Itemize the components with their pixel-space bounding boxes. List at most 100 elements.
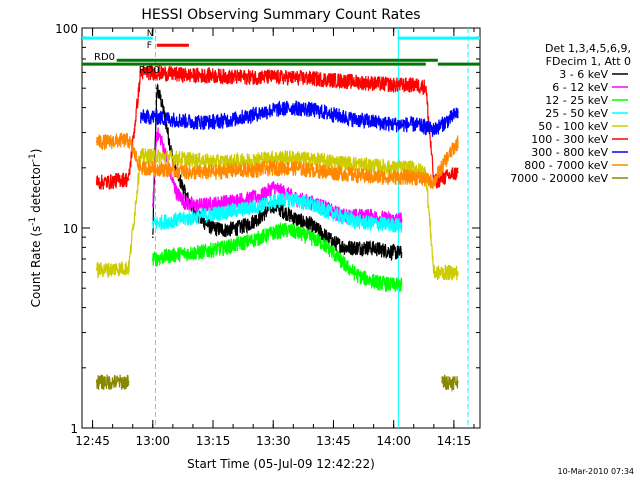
data-point [356,220,359,223]
data-point [400,218,403,221]
data-point [212,203,214,205]
data-point [119,139,122,141]
series-800-7000-keV [95,132,459,190]
data-point [352,118,355,120]
data-point [156,131,158,134]
data-point [248,207,250,209]
data-point [412,83,415,86]
data-point [332,113,335,116]
data-point [107,268,110,271]
data-point [344,264,347,267]
data-point [400,252,403,254]
data-point [212,227,214,229]
data-point [151,258,154,260]
data-point [160,98,162,101]
data-point [232,160,234,163]
footer-timestamp: 10-Mar-2010 07:34 [558,467,635,476]
data-point [296,199,299,201]
data-point [433,128,435,131]
data-point [425,178,427,181]
data-point [160,137,162,140]
data-point [107,181,110,183]
data-point [308,222,311,225]
data-point [156,87,158,90]
series-300-800-keV [139,100,459,137]
x-tick-label: 13:45 [316,434,351,448]
data-point [457,271,459,274]
rd0-label: RD0 [94,52,115,63]
data-point [400,224,403,227]
legend-label: 12 - 25 keV [545,94,608,107]
data-point [433,181,435,183]
data-point [139,115,142,118]
data-point [433,271,435,274]
data-point [192,120,194,123]
y-tick-label: 1 [70,422,78,436]
data-point [248,197,250,200]
data-point [457,381,459,383]
data-point [344,217,347,219]
data-point [308,236,311,238]
x-tick-label: 13:00 [135,434,170,448]
data-point [172,156,174,159]
data-point [449,381,451,383]
data-point [332,79,335,81]
data-point [445,176,447,178]
data-point [164,255,166,258]
data-point [260,236,262,238]
data-point [95,181,98,183]
x-axis-label: Start Time (05-Jul-09 12:42:22) [187,457,375,471]
data-point [127,178,130,181]
y-tick-label: 100 [55,22,78,36]
data-point [356,246,359,249]
data-point [212,74,214,77]
data-point [380,222,383,225]
data-point [344,246,347,249]
data-point [127,267,130,269]
series-line [152,221,403,293]
data-point [356,274,359,277]
data-point [119,381,122,383]
data-point [368,246,371,249]
data-point [232,169,234,171]
data-point [332,212,335,215]
data-point [457,171,459,174]
data-point [176,191,178,194]
data-point [457,140,459,143]
data-point [380,248,383,251]
data-point [372,120,375,123]
n-label: N [147,29,154,39]
data-point [412,123,415,126]
series-line [140,100,459,137]
data-point [368,279,371,281]
data-point [252,113,254,116]
data-point [232,118,234,120]
data-point [312,169,315,171]
chart-title: HESSI Observing Summary Count Rates [141,7,420,23]
data-point [236,199,238,201]
data-point [95,268,98,271]
data-point [252,158,254,161]
data-point [272,108,275,111]
data-point [412,166,415,169]
data-point [284,228,287,231]
data-point [445,158,447,161]
x-tick-label: 12:45 [75,434,110,448]
data-point [272,76,275,78]
data-point [192,204,194,207]
data-point [172,181,174,183]
data-point [168,137,170,140]
data-point [95,381,98,383]
data-point [248,240,250,242]
data-point [400,283,403,286]
data-point [127,139,130,141]
data-point [212,171,214,174]
data-point [139,71,142,74]
data-point [164,115,166,118]
data-point [151,166,154,169]
data-point [172,73,174,75]
data-point [164,220,166,223]
data-point [312,77,315,80]
data-point [312,158,315,161]
